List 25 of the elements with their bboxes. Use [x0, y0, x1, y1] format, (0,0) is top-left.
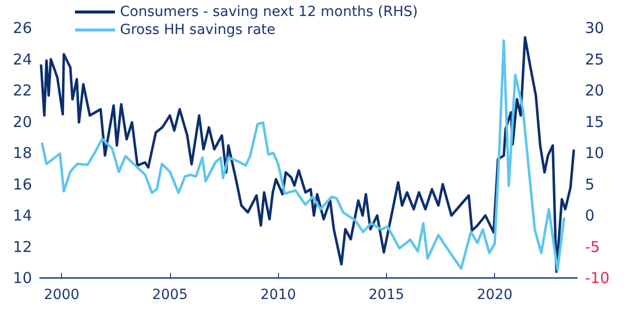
y-tick-label: 22 [12, 82, 32, 100]
x-tick-label: 2020 [476, 287, 513, 303]
y-tick-label: 12 [12, 238, 32, 256]
x-tick-label: 2005 [152, 287, 188, 303]
y-tick-label: 24 [12, 50, 32, 68]
x-tick-label: 2010 [260, 287, 296, 303]
y2-tick-label: 25 [585, 50, 604, 68]
y2-tick-label: 30 [585, 19, 604, 37]
y2-tick-label: -10 [585, 269, 610, 287]
y2-tick-label: -5 [585, 238, 600, 256]
y2-tick-label: 15 [585, 112, 604, 131]
y-tick-label: 26 [12, 19, 32, 37]
y2-tick-label: 20 [585, 82, 604, 100]
y2-tick-label: 0 [585, 206, 595, 224]
y-tick-label: 20 [12, 112, 32, 131]
x-tick-label: 2000 [44, 287, 80, 303]
legend-label: Consumers - saving next 12 months (RHS) [120, 4, 418, 20]
y2-tick-label: 5 [585, 175, 595, 194]
y2-tick-label: 10 [585, 144, 604, 162]
y-tick-label: 16 [12, 175, 32, 194]
y-tick-label: 14 [12, 206, 32, 224]
y-tick-label: 18 [12, 144, 32, 162]
legend-label: Gross HH savings rate [120, 22, 276, 38]
y-tick-label: 10 [12, 269, 32, 287]
x-tick-label: 2015 [368, 287, 404, 303]
